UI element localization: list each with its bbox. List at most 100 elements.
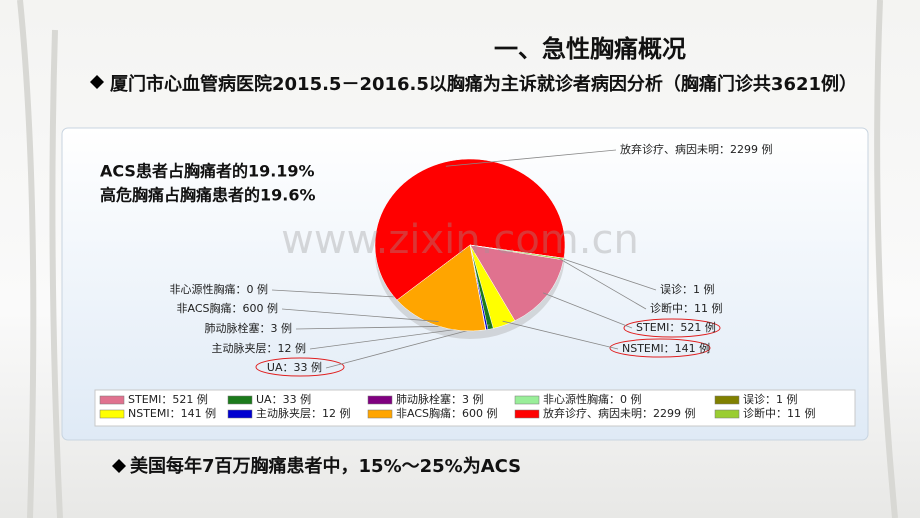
separator: ：: [451, 393, 462, 406]
slide-title: 一、急性胸痛概况: [494, 35, 686, 63]
separator: ：: [683, 302, 694, 315]
category-name: NSTEMI: [128, 407, 170, 420]
pie-slice: [396, 244, 486, 332]
category-name: 肺动脉栓塞: [205, 321, 260, 335]
pie-slice: [374, 158, 566, 301]
category-name: 放弃诊疗、病因未明: [620, 142, 719, 156]
value-label: 33 例: [283, 392, 312, 406]
category-name: STEMI: [128, 393, 161, 406]
highlight-circle: [609, 338, 711, 358]
category-name: 非心源性胸痛: [543, 392, 609, 406]
data-label: 误诊：1 例: [743, 392, 798, 406]
watermark: www.zixin.com.cn: [281, 217, 639, 263]
bullet-text: 厦门市心血管病医院2015.5－2016.5以胸痛为主诉就诊者病因分析（胸痛门诊…: [110, 74, 858, 95]
separator: ：: [765, 393, 776, 406]
data-label: 主动脉夹层：12 例: [212, 341, 307, 355]
category-name: 主动脉夹层: [256, 406, 311, 420]
separator: ：: [283, 361, 294, 374]
legend-swatch: [714, 395, 740, 405]
data-label: 诊断中：11 例: [650, 301, 723, 315]
legend-swatch: [714, 409, 740, 419]
data-label: STEMI：521 例: [128, 392, 208, 406]
legend-swatch: [99, 409, 125, 419]
value-label: 2299 例: [653, 406, 696, 420]
value-label: 3 例: [271, 321, 293, 335]
legend-swatch: [227, 395, 253, 405]
value-label: 11 例: [694, 301, 723, 315]
bullet-box: 厦门市心血管病医院2015.5－2016.5以胸痛为主诉就诊者病因分析（胸痛门诊…: [110, 74, 858, 95]
data-label: 主动脉夹层：12 例: [256, 406, 351, 420]
category-name: 非心源性胸痛: [170, 282, 236, 296]
leader-line: [502, 320, 619, 350]
data-label: NSTEMI：141 例: [128, 406, 216, 420]
separator: ：: [232, 302, 243, 315]
legend-swatch: [99, 395, 125, 405]
separator: ：: [664, 342, 675, 355]
separator: ：: [451, 407, 462, 420]
separator: ：: [669, 321, 680, 334]
separator: ：: [236, 283, 247, 296]
value-label: 33 例: [294, 360, 323, 374]
data-label: 非ACS胸痛：600 例: [396, 406, 498, 420]
leader-line: [559, 257, 657, 291]
separator: ：: [682, 283, 693, 296]
data-label: 非ACS胸痛：600 例: [177, 301, 279, 315]
category-name: 主动脉夹层: [212, 341, 267, 355]
value-label: 0 例: [620, 392, 642, 406]
category-name: UA: [256, 393, 272, 406]
separator: ：: [272, 393, 283, 406]
legend-swatch: [514, 409, 540, 419]
footer-bullet: 美国每年7百万胸痛患者中，15%～25%为ACS: [130, 455, 521, 477]
data-label: 非心源性胸痛：0 例: [170, 282, 269, 296]
legend-swatch: [367, 409, 393, 419]
separator: ：: [170, 407, 181, 420]
separator: ：: [161, 393, 172, 406]
value-label: 0 例: [247, 282, 269, 296]
value-label: 600 例: [462, 406, 498, 420]
category-name: 非ACS胸痛: [177, 301, 232, 315]
data-label: 肺动脉栓塞：3 例: [205, 321, 293, 335]
data-label: STEMI：521 例: [636, 320, 716, 334]
bamboo-decoration: [17, 0, 898, 518]
category-name: 放弃诊疗、病因未明: [543, 406, 642, 420]
data-label: 放弃诊疗、病因未明：2299 例: [543, 406, 696, 420]
bullet-icon: [112, 459, 126, 473]
category-name: 非ACS胸痛: [396, 406, 451, 420]
legend-swatch: [227, 409, 253, 419]
value-label: 12 例: [278, 341, 307, 355]
value-label: 1 例: [776, 392, 798, 406]
category-name: UA: [267, 361, 283, 374]
leader-line: [271, 289, 401, 298]
category-name: 误诊: [743, 392, 765, 406]
bullet-icon: [90, 75, 104, 89]
data-label: 诊断中：11 例: [743, 406, 816, 420]
value-label: 2299 例: [730, 142, 773, 156]
data-label: UA：33 例: [256, 392, 311, 406]
separator: ：: [267, 342, 278, 355]
category-name: 误诊: [660, 282, 682, 296]
separator: ：: [776, 407, 787, 420]
leader-line: [445, 149, 617, 167]
data-label: 非心源性胸痛：0 例: [543, 392, 642, 406]
leader-line: [558, 258, 647, 310]
value-label: 141 例: [181, 406, 217, 420]
separator: ：: [719, 143, 730, 156]
separator: ：: [311, 407, 322, 420]
value-label: 141 例: [675, 341, 711, 355]
value-label: 600 例: [243, 301, 279, 315]
highlight-circle: [255, 357, 345, 377]
leader-line: [542, 292, 633, 329]
value-label: 12 例: [322, 406, 351, 420]
highlight-circle: [623, 318, 721, 338]
value-label: 1 例: [693, 282, 715, 296]
data-label: NSTEMI：141 例: [622, 341, 710, 355]
data-label: 肺动脉栓塞：3 例: [396, 392, 484, 406]
separator: ：: [642, 407, 653, 420]
data-label: UA：33 例: [267, 360, 322, 374]
value-label: 3 例: [462, 392, 484, 406]
category-name: 肺动脉栓塞: [396, 392, 451, 406]
category-name: 诊断中: [743, 406, 776, 420]
value-label: 11 例: [787, 406, 816, 420]
separator: ：: [260, 322, 271, 335]
data-label: 放弃诊疗、病因未明：2299 例: [620, 142, 773, 156]
